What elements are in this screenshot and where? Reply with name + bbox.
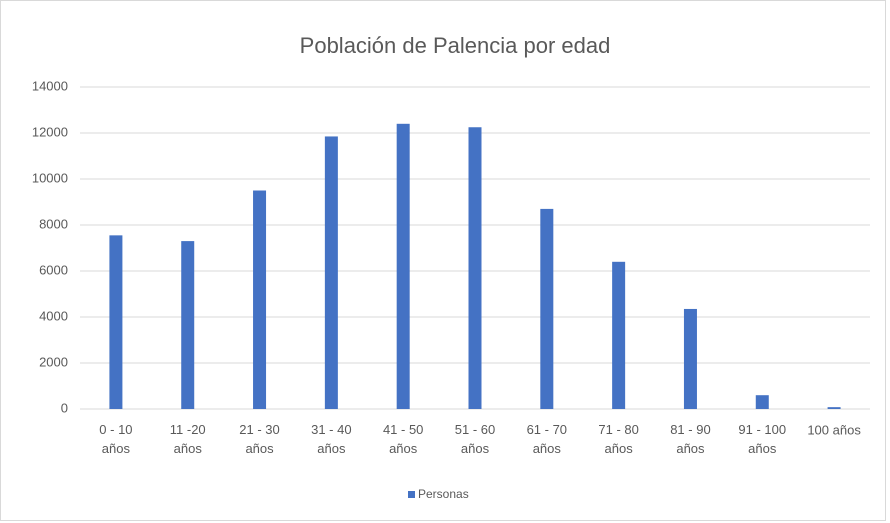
bar bbox=[181, 241, 195, 409]
y-tick-label: 4000 bbox=[39, 308, 68, 323]
bar bbox=[612, 261, 626, 409]
bar bbox=[540, 208, 554, 409]
x-tick-label: 0 - 10 años bbox=[99, 422, 132, 456]
bar bbox=[683, 308, 697, 409]
y-tick-label: 10000 bbox=[32, 170, 68, 185]
bar bbox=[396, 123, 410, 410]
y-tick-label: 8000 bbox=[39, 216, 68, 231]
y-tick-label: 14000 bbox=[32, 78, 68, 93]
legend-label: Personas bbox=[418, 487, 469, 501]
bar bbox=[253, 190, 267, 409]
x-tick-label: 100 años bbox=[807, 422, 861, 437]
chart-title: Población de Palencia por edad bbox=[300, 33, 611, 58]
bar bbox=[468, 127, 482, 409]
bar bbox=[324, 136, 338, 409]
y-tick-label: 12000 bbox=[32, 124, 68, 139]
y-tick-label: 0 bbox=[61, 400, 68, 415]
legend-swatch bbox=[408, 491, 415, 498]
x-tick-label: 91 - 100 años bbox=[738, 422, 786, 456]
bar bbox=[827, 407, 841, 409]
x-tick-label: 11 -20 años bbox=[170, 422, 206, 456]
x-tick-label: 41 - 50 años bbox=[383, 422, 423, 456]
bar bbox=[755, 395, 769, 409]
x-tick-label: 31 - 40 años bbox=[311, 422, 351, 456]
y-tick-label: 6000 bbox=[39, 262, 68, 277]
y-tick-label: 2000 bbox=[39, 354, 68, 369]
x-tick-label: 61 - 70 años bbox=[527, 422, 567, 456]
x-tick-label: 51 - 60 años bbox=[455, 422, 495, 456]
x-tick-label: 21 - 30 años bbox=[239, 422, 279, 456]
bar bbox=[109, 235, 123, 409]
x-tick-label: 81 - 90 años bbox=[670, 422, 710, 456]
x-tick-label: 71 - 80 años bbox=[598, 422, 638, 456]
